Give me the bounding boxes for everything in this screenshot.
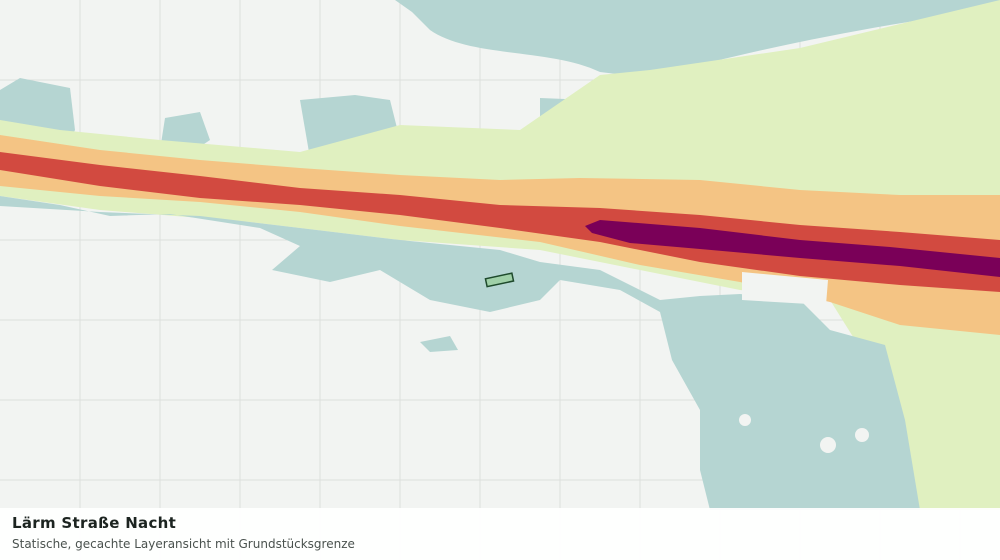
clearing bbox=[739, 414, 751, 426]
layer-subtitle: Statische, gecachte Layeransicht mit Gru… bbox=[12, 537, 355, 551]
parcel-boundary[interactable] bbox=[484, 272, 515, 288]
caption-panel: Lärm Straße Nacht Statische, gecachte La… bbox=[0, 508, 1000, 560]
clearing bbox=[855, 428, 869, 442]
area-upper bbox=[395, 0, 1000, 78]
noise-band-very-high bbox=[585, 220, 1000, 277]
noise-band-low bbox=[0, 0, 1000, 510]
area-patch bbox=[420, 336, 458, 352]
area-lower bbox=[0, 196, 920, 510]
clearing bbox=[742, 272, 828, 305]
clearing bbox=[820, 437, 836, 453]
noise-band-high bbox=[0, 152, 1000, 292]
layer-title: Lärm Straße Nacht bbox=[12, 514, 177, 532]
